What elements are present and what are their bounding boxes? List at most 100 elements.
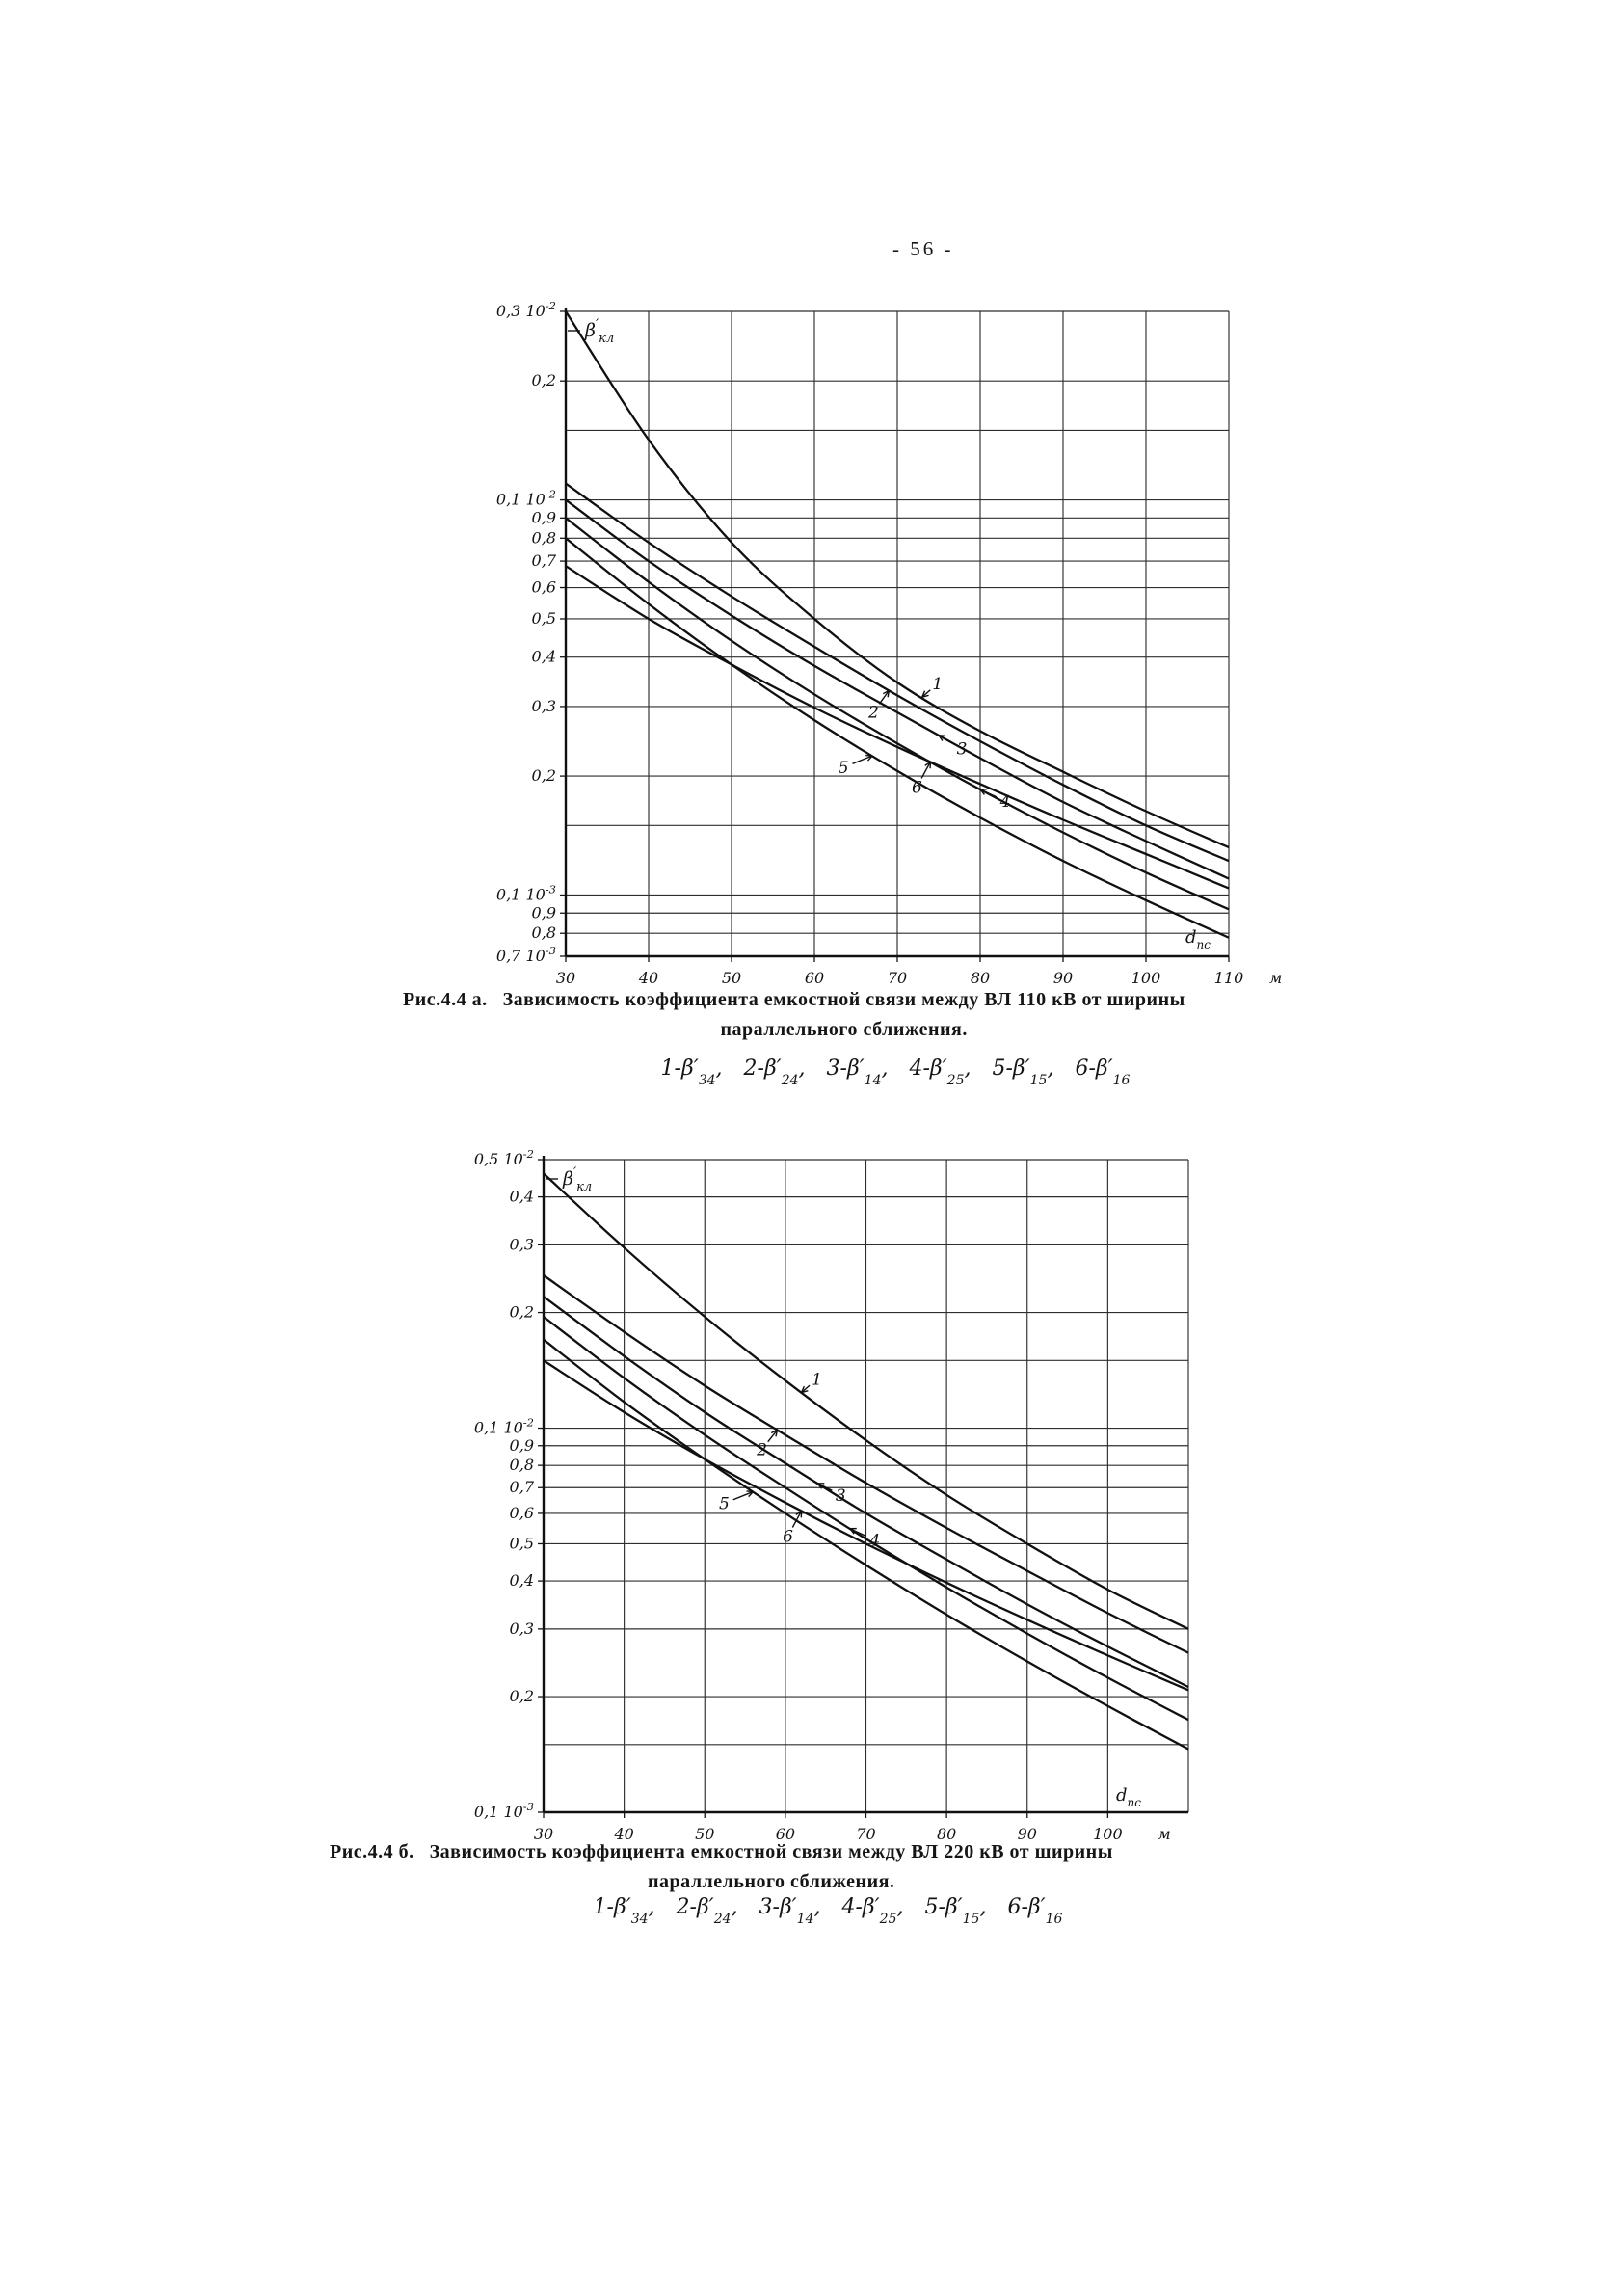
svg-text:60: 60 bbox=[805, 969, 824, 987]
svg-text:0,4: 0,4 bbox=[510, 1571, 534, 1590]
curve-label-2: 2 bbox=[867, 703, 879, 722]
svg-text:0,3: 0,3 bbox=[510, 1619, 534, 1638]
svg-text:0,7 10-3: 0,7 10-3 bbox=[496, 944, 556, 965]
svg-text:0,8: 0,8 bbox=[532, 528, 556, 547]
svg-text:0,5: 0,5 bbox=[510, 1534, 534, 1552]
svg-text:70: 70 bbox=[888, 969, 907, 987]
curve-6 bbox=[565, 565, 1230, 890]
x-axis-labels: 30 40 50 60 70 80 90 100 bbox=[534, 1812, 1123, 1843]
svg-text:30: 30 bbox=[534, 1825, 553, 1843]
page-number: - 56 - bbox=[892, 237, 954, 260]
svg-text:0,2: 0,2 bbox=[510, 1303, 534, 1322]
curve-4 bbox=[543, 1316, 1189, 1722]
curve-3 bbox=[543, 1296, 1189, 1689]
caption-line1: Зависимость коэффициента емкостной связи… bbox=[502, 989, 1185, 1010]
curve-number-labels: 1 2 3 4 5 6 bbox=[839, 675, 1011, 812]
curve-label-1: 1 bbox=[812, 1371, 822, 1390]
svg-text:50: 50 bbox=[722, 969, 741, 987]
x-unit-label: м bbox=[1158, 1825, 1170, 1843]
svg-text:0,2: 0,2 bbox=[510, 1687, 534, 1705]
legend-item-1: 1-β′34, bbox=[660, 1057, 723, 1089]
legend-item-1: 1-β′34, bbox=[593, 1895, 655, 1928]
x-unit-label: м bbox=[1269, 969, 1282, 987]
y-axis-symbol: β′кл bbox=[584, 317, 614, 346]
curve-1 bbox=[543, 1172, 1189, 1630]
x-axis-symbol: dпс bbox=[1116, 1785, 1141, 1809]
y-axis-labels: 0,3 10-20,20,1 10-20,90,80,70,60,50,40,3… bbox=[496, 299, 566, 965]
legend-item-4: 4-β′25, bbox=[909, 1057, 972, 1089]
legend-item-6: 6-β′16 bbox=[1007, 1895, 1063, 1928]
svg-text:0,8: 0,8 bbox=[510, 1456, 534, 1474]
svg-text:0,6: 0,6 bbox=[510, 1504, 534, 1522]
svg-text:30: 30 bbox=[556, 969, 575, 987]
figure-caption-a: Рис.4.4 а. Зависимость коэффициента емкос… bbox=[403, 985, 1482, 1045]
curve-2 bbox=[543, 1274, 1189, 1654]
svg-text:50: 50 bbox=[695, 1825, 714, 1843]
figure-label-b: Рис.4.4 б. bbox=[330, 1841, 414, 1862]
curve-label-6: 6 bbox=[783, 1527, 793, 1546]
y-axis-symbol: β′кл bbox=[562, 1165, 592, 1194]
caption-text-b: Зависимость коэффициента емкостной связи… bbox=[430, 1837, 1113, 1897]
x-axis-labels: 30 40 50 60 70 80 90 100 110 bbox=[556, 956, 1243, 987]
figure-legend-b: 1-β′34, 2-β′24, 3-β′14, 4-β′25, 5-β′15, 6-β′1… bbox=[318, 1895, 1359, 1928]
svg-text:110: 110 bbox=[1214, 969, 1244, 987]
svg-text:0,5 10-2: 0,5 10-2 bbox=[474, 1147, 534, 1168]
curve-4 bbox=[565, 517, 1230, 911]
grid bbox=[565, 310, 1230, 957]
grid bbox=[543, 1159, 1189, 1813]
svg-text:0,1 10-2: 0,1 10-2 bbox=[474, 1416, 534, 1437]
svg-text:0,9: 0,9 bbox=[532, 508, 556, 526]
curve-number-labels: 1 2 3 4 5 6 bbox=[719, 1371, 880, 1551]
chart-220kv: 0,5 10-2 0,4 0,3 0,2 0,1 10-20,90,8 0,7 0,6 0,5… bbox=[474, 1147, 1189, 1843]
svg-text:0,9: 0,9 bbox=[532, 903, 556, 922]
curve-5 bbox=[565, 537, 1230, 939]
caption-line2: параллельного сближения. bbox=[648, 1871, 895, 1892]
curve-label-4: 4 bbox=[868, 1532, 880, 1551]
curve-6 bbox=[543, 1359, 1189, 1692]
svg-text:0,2: 0,2 bbox=[532, 371, 556, 389]
svg-text:0,8: 0,8 bbox=[532, 923, 556, 942]
svg-text:0,7: 0,7 bbox=[532, 551, 557, 570]
curves bbox=[543, 1172, 1189, 1751]
curve-3 bbox=[565, 498, 1230, 880]
curves bbox=[565, 310, 1230, 939]
svg-text:0,5: 0,5 bbox=[532, 609, 556, 628]
svg-text:80: 80 bbox=[971, 969, 990, 987]
svg-text:80: 80 bbox=[937, 1825, 956, 1843]
legend-item-6: 6-β′16 bbox=[1075, 1057, 1131, 1089]
y-axis-labels: 0,5 10-2 0,4 0,3 0,2 0,1 10-20,90,8 0,7 0,6 0,5… bbox=[474, 1147, 544, 1821]
svg-text:0,2: 0,2 bbox=[532, 766, 556, 785]
curve-label-5: 5 bbox=[719, 1494, 730, 1513]
curve-label-5: 5 bbox=[839, 759, 849, 778]
svg-text:0,3: 0,3 bbox=[510, 1235, 534, 1253]
svg-text:0,6: 0,6 bbox=[532, 578, 556, 597]
legend-item-3: 3-β′14, bbox=[759, 1895, 821, 1928]
chart-110kv: 0,3 10-20,20,1 10-20,90,80,70,60,50,40,3… bbox=[496, 299, 1282, 987]
curve-label-2: 2 bbox=[756, 1440, 767, 1459]
curve-label-4: 4 bbox=[999, 792, 1011, 812]
legend-item-2: 2-β′24, bbox=[676, 1895, 738, 1928]
caption-line1: Зависимость коэффициента емкостной связи… bbox=[429, 1841, 1113, 1862]
x-axis-symbol: dпс bbox=[1185, 927, 1211, 951]
legend-item-5: 5-β′15, bbox=[924, 1895, 987, 1928]
svg-text:90: 90 bbox=[1053, 969, 1073, 987]
svg-text:90: 90 bbox=[1018, 1825, 1037, 1843]
curve-2 bbox=[565, 482, 1230, 863]
curve-1 bbox=[565, 310, 1230, 849]
legend-item-5: 5-β′15, bbox=[992, 1057, 1054, 1089]
svg-text:0,1 10-3: 0,1 10-3 bbox=[474, 1800, 534, 1821]
curve-label-3: 3 bbox=[836, 1486, 846, 1506]
curve-label-3: 3 bbox=[957, 740, 968, 760]
svg-text:0,4: 0,4 bbox=[510, 1188, 534, 1206]
svg-text:0,4: 0,4 bbox=[532, 648, 556, 666]
caption-text-a: Зависимость коэффициента емкостной связи… bbox=[503, 985, 1185, 1045]
svg-text:0,1 10-3: 0,1 10-3 bbox=[496, 883, 556, 904]
legend-item-3: 3-β′14, bbox=[826, 1057, 889, 1089]
svg-text:70: 70 bbox=[856, 1825, 875, 1843]
svg-text:40: 40 bbox=[638, 969, 658, 987]
curve-label-6: 6 bbox=[912, 778, 922, 797]
svg-text:0,3: 0,3 bbox=[532, 697, 556, 715]
legend-item-2: 2-β′24, bbox=[743, 1057, 806, 1089]
svg-text:40: 40 bbox=[613, 1825, 633, 1843]
curve-label-1: 1 bbox=[932, 675, 943, 694]
